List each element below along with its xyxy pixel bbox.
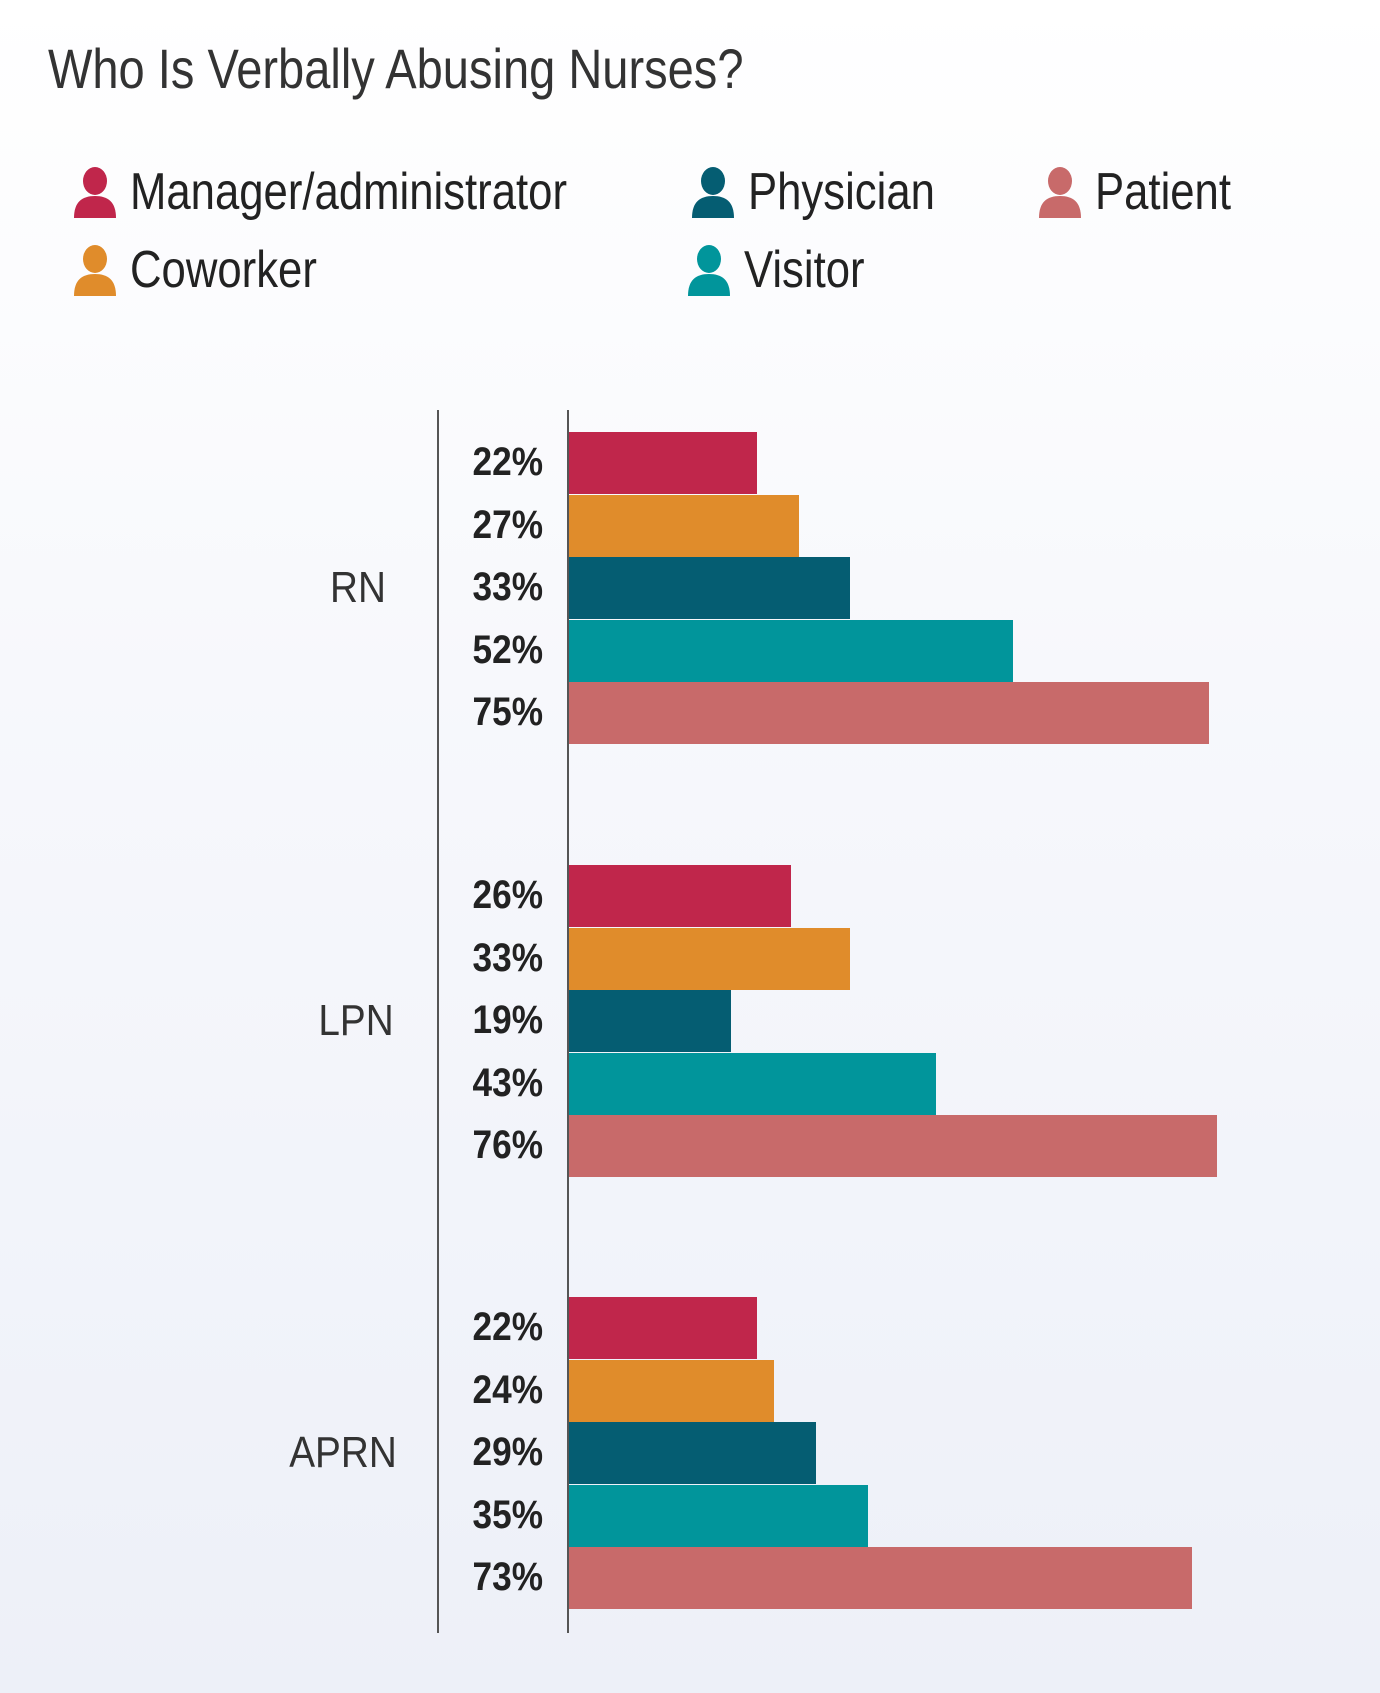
bar-aprn-1 — [569, 1359, 774, 1422]
legend-label: Visitor — [744, 241, 865, 299]
data-label: 27% — [472, 502, 543, 547]
category-axis-line — [437, 410, 439, 1633]
legend-label: Manager/administrator — [130, 163, 567, 221]
bar-aprn-3 — [569, 1484, 868, 1547]
category-label: RN — [330, 563, 386, 613]
data-label: 52% — [472, 627, 543, 672]
bar-rn-2 — [569, 557, 851, 619]
data-label: 26% — [472, 873, 543, 917]
legend-item: Physician — [690, 163, 971, 221]
data-label: 33% — [472, 565, 543, 609]
data-label: 73% — [472, 1555, 543, 1599]
legend-item: Coworker — [72, 241, 353, 299]
person-icon — [74, 245, 116, 296]
data-label: 76% — [472, 1123, 543, 1167]
bar-lpn-3 — [569, 1052, 936, 1115]
value-axis-baseline — [567, 410, 569, 1633]
legend-item: Manager/administrator — [72, 163, 650, 221]
data-label: 22% — [472, 1305, 543, 1349]
person-icon — [1039, 167, 1081, 218]
data-label: 75% — [472, 690, 543, 734]
bar-lpn-1 — [569, 927, 851, 990]
bar-rn-4 — [569, 682, 1209, 744]
bar-lpn-2 — [569, 990, 732, 1052]
data-label: 24% — [472, 1367, 543, 1412]
data-label: 43% — [472, 1060, 543, 1105]
person-icon — [688, 245, 730, 296]
bar-rn-1 — [569, 494, 800, 557]
legend-item: Visitor — [686, 241, 888, 299]
bar-lpn-4 — [569, 1115, 1218, 1177]
bar-aprn-4 — [569, 1547, 1192, 1609]
legend-label: Coworker — [130, 241, 317, 299]
chart-title: Who Is Verbally Abusing Nurses? — [48, 37, 744, 100]
bar-aprn-2 — [569, 1422, 817, 1484]
person-icon — [692, 167, 734, 218]
category-label: LPN — [318, 996, 394, 1046]
bar-rn-3 — [569, 619, 1013, 682]
data-label: 35% — [472, 1492, 543, 1537]
legend-label: Physician — [748, 163, 935, 221]
person-icon — [74, 167, 116, 218]
legend-label: Patient — [1095, 163, 1231, 221]
data-label: 29% — [472, 1430, 543, 1474]
data-label: 33% — [472, 935, 543, 980]
legend-item: Patient — [1037, 163, 1257, 221]
bar-lpn-0 — [569, 865, 791, 927]
bar-aprn-0 — [569, 1297, 757, 1359]
data-label: 22% — [472, 440, 543, 484]
data-label: 19% — [472, 998, 543, 1042]
category-label: APRN — [289, 1428, 397, 1478]
bar-rn-0 — [569, 432, 757, 494]
